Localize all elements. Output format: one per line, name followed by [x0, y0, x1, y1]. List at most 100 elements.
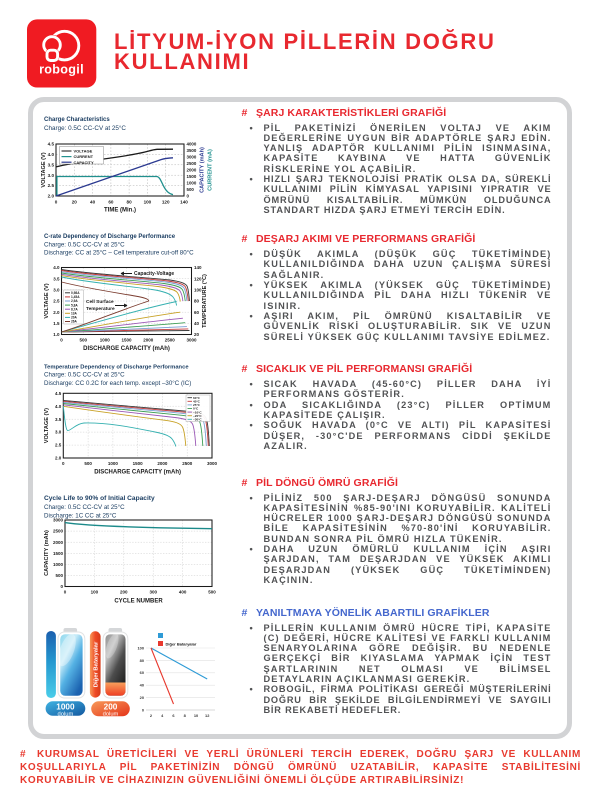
- svg-text:2.5: 2.5: [53, 299, 60, 304]
- svg-text:20A: 20A: [71, 316, 78, 320]
- svg-text:100: 100: [194, 287, 202, 292]
- svg-text:120: 120: [162, 200, 170, 205]
- svg-text:4.5: 4.5: [48, 142, 55, 147]
- svg-text:2.0: 2.0: [55, 456, 62, 461]
- svg-text:0: 0: [60, 338, 63, 343]
- svg-text:1.5: 1.5: [53, 321, 60, 326]
- svg-text:120: 120: [194, 276, 202, 281]
- svg-text:2.5: 2.5: [55, 443, 62, 448]
- svg-text:2: 2: [150, 713, 153, 718]
- svg-text:4.0: 4.0: [55, 404, 62, 409]
- svg-text:VOLTAGE (V): VOLTAGE (V): [41, 152, 47, 187]
- svg-text:13A: 13A: [71, 312, 78, 316]
- svg-text:6: 6: [172, 713, 175, 718]
- svg-text:2500: 2500: [53, 529, 64, 534]
- svg-text:2000: 2000: [53, 540, 64, 545]
- svg-text:Temperature Dependency of Disc: Temperature Dependency of Discharge Perf…: [44, 365, 189, 371]
- svg-text:20: 20: [194, 332, 200, 337]
- svg-text:400: 400: [179, 590, 187, 595]
- svg-text:60: 60: [194, 310, 200, 315]
- svg-text:5,8A: 5,8A: [71, 303, 78, 307]
- svg-text:C-rate Dependency of Discharge: C-rate Dependency of Discharge Performan…: [44, 234, 176, 240]
- svg-text:500: 500: [187, 187, 195, 192]
- svg-text:CAPACITY (mAh): CAPACITY (mAh): [200, 147, 206, 193]
- svg-text:DISCHARGE CAPACITY (mAh): DISCHARGE CAPACITY (mAh): [94, 470, 181, 476]
- svg-text:VOLTAGE: VOLTAGE: [74, 149, 93, 154]
- svg-text:100: 100: [138, 645, 145, 650]
- svg-text:3000: 3000: [186, 338, 197, 343]
- svg-text:DISCHARGE CAPACITY (mAh): DISCHARGE CAPACITY (mAh): [83, 346, 170, 352]
- svg-text:8,7A: 8,7A: [71, 307, 78, 311]
- svg-text:40: 40: [140, 683, 144, 688]
- svg-text:25°C: 25°C: [193, 403, 201, 407]
- svg-text:1500: 1500: [53, 551, 64, 556]
- svg-text:2500: 2500: [187, 161, 197, 166]
- svg-text:TEMPERATURE (°C): TEMPERATURE (°C): [202, 274, 208, 328]
- svg-text:1000: 1000: [56, 702, 75, 711]
- svg-text:3.0: 3.0: [48, 173, 55, 178]
- svg-text:Capacity-Voltage: Capacity-Voltage: [134, 271, 174, 277]
- svg-text:4.5: 4.5: [55, 391, 62, 396]
- svg-text:60: 60: [108, 200, 114, 205]
- svg-text:dolum: dolum: [58, 711, 74, 717]
- svg-text:1000: 1000: [108, 461, 119, 466]
- svg-text:0: 0: [55, 200, 58, 205]
- svg-text:10: 10: [194, 713, 198, 718]
- svg-text:0: 0: [142, 707, 144, 712]
- svg-text:3000: 3000: [187, 155, 197, 160]
- svg-text:300: 300: [149, 590, 157, 595]
- svg-text:Diğer Bataryalar: Diğer Bataryalar: [166, 642, 197, 647]
- svg-text:3.5: 3.5: [55, 417, 62, 422]
- svg-text:4.0: 4.0: [48, 152, 55, 157]
- svg-text:40: 40: [90, 200, 96, 205]
- svg-text:80: 80: [140, 658, 144, 663]
- svg-text:2.0: 2.0: [53, 310, 60, 315]
- svg-text:0: 0: [62, 461, 65, 466]
- svg-text:Charge Characteristics: Charge Characteristics: [44, 117, 110, 123]
- svg-text:140: 140: [180, 200, 188, 205]
- svg-text:60°C: 60°C: [193, 396, 201, 400]
- svg-text:Cycle Life to 90% of Initial C: Cycle Life to 90% of Initial Capacity: [44, 495, 155, 502]
- svg-text:60: 60: [140, 670, 144, 675]
- svg-text:20: 20: [72, 200, 78, 205]
- svg-text:1.0: 1.0: [53, 332, 60, 337]
- svg-text:0,98A: 0,98A: [71, 291, 80, 295]
- svg-text:80: 80: [194, 299, 200, 304]
- svg-text:500: 500: [84, 461, 92, 466]
- svg-text:Discharge: CC 0.2C for each te: Discharge: CC 0.2C for each temp. except…: [44, 380, 191, 387]
- svg-text:3000: 3000: [207, 461, 218, 466]
- svg-text:140: 140: [194, 265, 202, 270]
- svg-text:–10°C: –10°C: [193, 410, 202, 414]
- svg-text:1000: 1000: [187, 181, 197, 186]
- svg-text:VOLTAGE (V): VOLTAGE (V): [44, 283, 50, 318]
- svg-text:40: 40: [194, 321, 200, 326]
- svg-text:Discharge: CC at 25°C – Cell t: Discharge: CC at 25°C – Cell temperature…: [44, 250, 194, 257]
- svg-text:CAPACITY (mAh): CAPACITY (mAh): [44, 530, 50, 576]
- svg-text:1500: 1500: [187, 174, 197, 179]
- svg-text:Charge: 0.5C CC-CV at 25°C: Charge: 0.5C CC-CV at 25°C: [44, 371, 125, 378]
- svg-text:2,9A: 2,9A: [71, 299, 78, 303]
- svg-text:0°C: 0°C: [193, 407, 199, 411]
- svg-text:26A: 26A: [71, 320, 78, 324]
- svg-text:Charge: 0.5C CC-CV at 25°C: Charge: 0.5C CC-CV at 25°C: [44, 124, 126, 132]
- svg-text:TIME (Min.): TIME (Min.): [104, 208, 136, 214]
- svg-text:2000: 2000: [157, 461, 168, 466]
- svg-text:3.5: 3.5: [53, 276, 60, 281]
- svg-text:2.5: 2.5: [48, 183, 55, 188]
- svg-text:Charge: 0.5C CC-CV at 25°C: Charge: 0.5C CC-CV at 25°C: [44, 504, 125, 511]
- svg-text:45°C: 45°C: [193, 400, 201, 404]
- svg-text:500: 500: [79, 338, 87, 343]
- svg-text:3000: 3000: [53, 518, 64, 523]
- svg-text:500: 500: [208, 590, 216, 595]
- svg-text:80: 80: [127, 200, 133, 205]
- svg-text:1,45A: 1,45A: [71, 295, 80, 299]
- svg-text:2.0: 2.0: [48, 194, 55, 199]
- svg-text:0: 0: [64, 590, 67, 595]
- svg-text:3.0: 3.0: [53, 287, 60, 292]
- svg-text:1500: 1500: [121, 338, 132, 343]
- svg-text:Discharge: 1C CC at 25°C: Discharge: 1C CC at 25°C: [44, 513, 117, 520]
- svg-text:200: 200: [104, 703, 118, 712]
- svg-text:4: 4: [161, 713, 164, 718]
- svg-text:CYCLE NUMBER: CYCLE NUMBER: [114, 599, 163, 605]
- svg-text:0: 0: [187, 194, 190, 199]
